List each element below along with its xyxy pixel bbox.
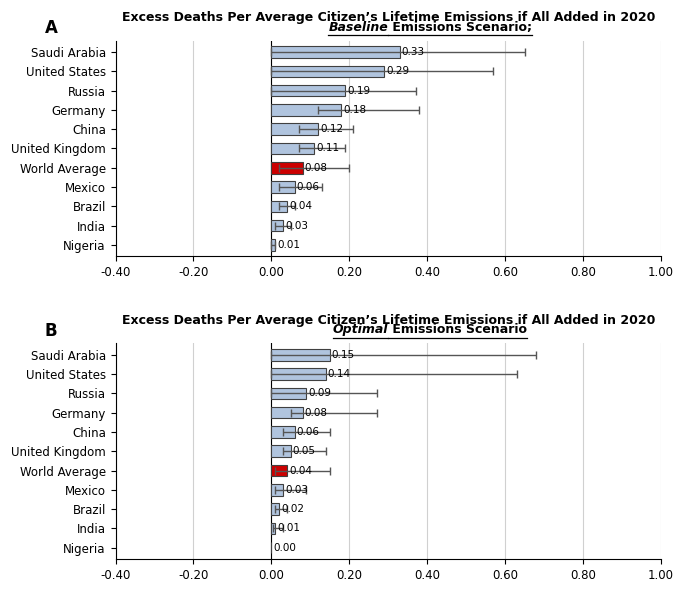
Text: 0.02: 0.02 [281, 504, 304, 514]
Bar [271, 503, 279, 515]
Bar [271, 46, 400, 58]
Bar [271, 407, 303, 419]
Text: 0.01: 0.01 [277, 240, 300, 250]
Text: 0.04: 0.04 [289, 466, 312, 476]
Text: 0.00: 0.00 [273, 543, 296, 553]
Text: Optimal: Optimal [333, 323, 388, 336]
Bar [271, 368, 326, 380]
Bar [271, 388, 306, 399]
Text: 0.03: 0.03 [285, 221, 308, 231]
Text: 0.29: 0.29 [386, 66, 410, 76]
Text: Baseline: Baseline [329, 21, 388, 34]
Text: B: B [45, 322, 58, 340]
Text: A: A [45, 19, 58, 37]
Text: 0.19: 0.19 [347, 85, 371, 95]
Text: 0.08: 0.08 [305, 408, 327, 417]
Bar [271, 143, 314, 154]
Bar [271, 220, 283, 231]
Bar [271, 465, 287, 476]
Title: Excess Deaths Per Average Citizen’s Lifetime Emissions if All Added in 2020: Excess Deaths Per Average Citizen’s Life… [121, 11, 655, 24]
Text: 0.01: 0.01 [277, 524, 300, 533]
Bar [271, 522, 275, 534]
Text: 0.06: 0.06 [297, 427, 320, 437]
Text: 0.04: 0.04 [289, 201, 312, 211]
Text: 0.05: 0.05 [292, 447, 316, 456]
Text: Emissions Scenario;: Emissions Scenario; [388, 21, 532, 34]
Bar [271, 200, 287, 212]
Text: 0.09: 0.09 [308, 388, 332, 398]
Title: Excess Deaths Per Average Citizen’s Lifetime Emissions if All Added in 2020: Excess Deaths Per Average Citizen’s Life… [121, 314, 655, 327]
Bar [271, 66, 384, 77]
Bar [271, 445, 291, 457]
Text: 0.03: 0.03 [285, 485, 308, 495]
Text: Emissions Scenario: Emissions Scenario [388, 323, 527, 336]
Text: 0.33: 0.33 [402, 47, 425, 57]
Text: 0.14: 0.14 [328, 369, 351, 379]
Text: 0.06: 0.06 [297, 182, 320, 192]
Text: 0.18: 0.18 [343, 105, 366, 115]
Text: 0.15: 0.15 [332, 350, 355, 360]
Bar [271, 162, 303, 174]
Text: 0.08: 0.08 [305, 162, 327, 173]
Text: 0.11: 0.11 [316, 144, 339, 154]
Bar [271, 85, 345, 97]
Bar [271, 239, 275, 251]
Bar [271, 349, 329, 361]
Text: 0.12: 0.12 [320, 124, 343, 134]
Bar [271, 181, 295, 193]
Bar [271, 123, 318, 135]
Bar [271, 426, 295, 438]
Bar [271, 104, 342, 116]
Bar [271, 484, 283, 496]
